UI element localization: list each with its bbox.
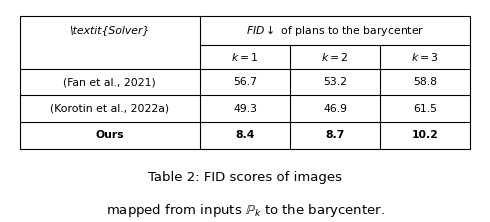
Text: Table 2: FID scores of images: Table 2: FID scores of images <box>148 171 342 184</box>
Text: $\mathit{FID}$$\downarrow$ of plans to the barycenter: $\mathit{FID}$$\downarrow$ of plans to t… <box>246 23 424 38</box>
Text: mapped from inputs $\mathbb{P}_k$ to the barycenter.: mapped from inputs $\mathbb{P}_k$ to the… <box>105 202 385 219</box>
Text: \textit{Solver}: \textit{Solver} <box>70 25 150 35</box>
Text: $k = 2$: $k = 2$ <box>321 51 349 63</box>
Text: 49.3: 49.3 <box>233 104 257 114</box>
Text: 58.8: 58.8 <box>414 77 437 87</box>
Text: (Korotin et al., 2022a): (Korotin et al., 2022a) <box>50 104 170 114</box>
Bar <box>20 16 470 149</box>
Text: 61.5: 61.5 <box>414 104 437 114</box>
Text: $k = 1$: $k = 1$ <box>231 51 259 63</box>
Text: 10.2: 10.2 <box>412 130 439 141</box>
Text: 8.7: 8.7 <box>325 130 345 141</box>
Text: Ours: Ours <box>96 130 124 141</box>
Text: 56.7: 56.7 <box>233 77 257 87</box>
Text: $k = 3$: $k = 3$ <box>412 51 439 63</box>
Text: (Fan et al., 2021): (Fan et al., 2021) <box>63 77 156 87</box>
Text: 8.4: 8.4 <box>235 130 255 141</box>
Text: 46.9: 46.9 <box>323 104 347 114</box>
Text: 53.2: 53.2 <box>323 77 347 87</box>
